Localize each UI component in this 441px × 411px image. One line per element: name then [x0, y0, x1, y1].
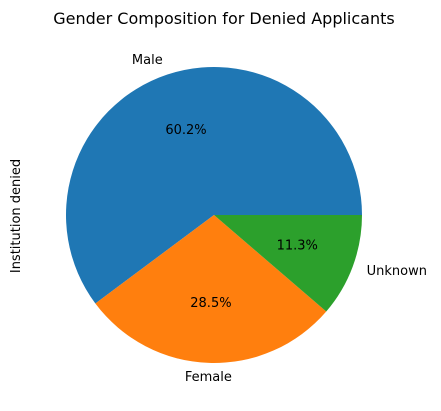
pct-label-male: 60.2%	[165, 123, 206, 138]
pie-slices	[66, 67, 362, 363]
chart-title: Gender Composition for Denied Applicants	[53, 9, 394, 28]
pie-labels: Male 60.2% Female 28.5% Unknown 11.3%	[132, 53, 427, 385]
pct-label-unknown: 11.3%	[277, 238, 318, 253]
pct-label-female: 28.5%	[190, 296, 231, 311]
slice-label-unknown: Unknown	[367, 264, 427, 279]
pie-slice-unknown	[214, 215, 362, 312]
y-axis-label: Institution denied	[9, 159, 24, 273]
pie-slice-male	[66, 67, 362, 304]
slice-label-male: Male	[132, 53, 163, 68]
slice-label-female: Female	[185, 370, 232, 385]
pie-slice-female	[95, 215, 327, 363]
